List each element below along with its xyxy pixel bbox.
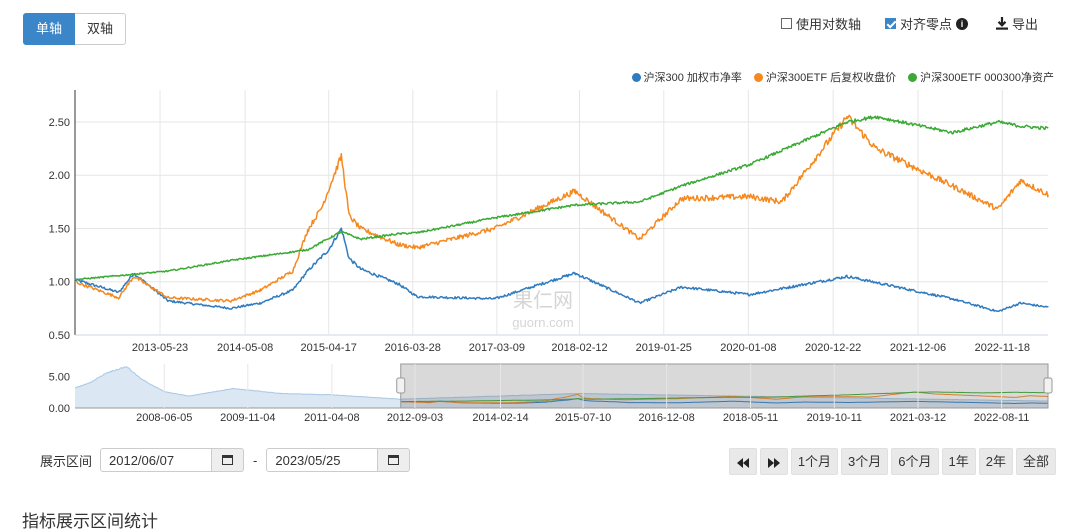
x-tick-label: 2019-01-25 xyxy=(636,342,692,354)
download-icon xyxy=(996,17,1008,30)
axis-toggle-group: 单轴 双轴 xyxy=(23,13,127,45)
x-tick-label: 2018-02-12 xyxy=(551,342,607,354)
navigator-handle[interactable] xyxy=(396,377,406,394)
range-label: 展示区间 xyxy=(40,453,93,469)
navigator-x-tick-label: 2018-05-11 xyxy=(723,412,778,424)
range-separator: - xyxy=(253,452,258,468)
double-left-icon xyxy=(736,457,749,468)
watermark-text: 果仁网 xyxy=(513,289,573,312)
log-axis-option[interactable]: 使用对数轴 xyxy=(781,14,861,33)
range-2-year-button[interactable]: 2年 xyxy=(978,448,1013,475)
x-tick-label: 2014-05-08 xyxy=(217,342,273,354)
x-tick-label: 2017-03-09 xyxy=(469,342,525,354)
x-tick-label: 2022-11-18 xyxy=(975,342,1030,354)
start-calendar-button[interactable] xyxy=(212,448,245,472)
legend-label: 沪深300ETF 000300净资产 xyxy=(920,72,1054,84)
navigator-x-tick-label: 2019-10-11 xyxy=(807,412,862,424)
x-tick-label: 2021-12-06 xyxy=(890,342,946,354)
navigator-y-tick-label: 0.00 xyxy=(49,403,70,415)
y-tick-label: 2.00 xyxy=(49,170,70,182)
x-tick-label: 2015-04-17 xyxy=(301,342,357,354)
navigator-series-line xyxy=(400,391,1048,403)
x-tick-label: 2020-12-22 xyxy=(805,342,861,354)
align-zero-option[interactable]: 对齐零点 i xyxy=(885,14,969,33)
y-tick-label: 1.50 xyxy=(49,223,70,235)
align-zero-checkbox[interactable] xyxy=(885,18,896,29)
x-tick-label: 2013-05-23 xyxy=(132,342,188,354)
legend-item[interactable]: 沪深300 加权市净率 xyxy=(631,69,742,85)
navigator-x-tick-label: 2012-09-03 xyxy=(387,412,443,424)
navigator-area xyxy=(75,366,1048,408)
export-button[interactable]: 导出 xyxy=(996,14,1038,33)
navigator-line xyxy=(74,366,1049,402)
calendar-icon xyxy=(388,455,400,465)
range-1-month-button[interactable]: 1个月 xyxy=(790,448,839,475)
start-date-input[interactable]: 2012/06/07 xyxy=(100,448,213,472)
prev-period-button[interactable] xyxy=(728,448,757,475)
main-line-chart[interactable]: 2013-05-23 2014-05-08 2015-04-17 2016-03-28… xyxy=(0,85,1080,355)
legend-item[interactable]: 沪深300ETF 后复权收盘价 xyxy=(753,69,897,85)
dual-axis-button[interactable]: 双轴 xyxy=(75,13,127,45)
export-label: 导出 xyxy=(1012,17,1039,32)
align-zero-label: 对齐零点 xyxy=(900,17,953,32)
double-right-icon xyxy=(767,457,780,468)
legend-item[interactable]: 沪深300ETF 000300净资产 xyxy=(908,69,1054,85)
single-axis-button[interactable]: 单轴 xyxy=(23,13,76,45)
date-range-row: 展示区间 2012/06/07 - 2023/05/25 xyxy=(40,448,411,472)
range-3-month-button[interactable]: 3个月 xyxy=(841,448,889,475)
legend-label: 沪深300ETF 后复权收盘价 xyxy=(765,72,897,84)
navigator-x-tick-label: 2021-03-12 xyxy=(890,412,946,424)
y-tick-label: 0.50 xyxy=(49,330,70,342)
navigator-x-tick-label: 2016-12-08 xyxy=(639,412,695,424)
navigator-x-tick-label: 2022-08-11 xyxy=(974,412,1029,424)
legend-marker xyxy=(753,72,763,82)
y-tick-label: 1.00 xyxy=(49,277,70,289)
end-calendar-button[interactable] xyxy=(378,448,411,472)
series-line[interactable] xyxy=(74,114,1049,303)
navigator-x-tick-label: 2011-04-08 xyxy=(304,412,359,424)
navigator-selection[interactable] xyxy=(400,363,1049,409)
legend-marker xyxy=(631,72,641,82)
navigator-x-tick-label: 2009-11-04 xyxy=(220,412,275,424)
watermark-url: guorn.com xyxy=(512,315,573,330)
end-date-input[interactable]: 2023/05/25 xyxy=(266,448,379,472)
calendar-icon xyxy=(222,455,234,465)
navigator-series-line xyxy=(400,397,1048,404)
navigator-x-tick-label: 2014-02-14 xyxy=(472,412,528,424)
next-period-button[interactable] xyxy=(759,448,788,475)
watermark: 果仁网 guorn.com xyxy=(512,289,573,330)
log-axis-checkbox[interactable] xyxy=(781,18,792,29)
x-tick-label: 2020-01-08 xyxy=(720,342,776,354)
range-all-button[interactable]: 全部 xyxy=(1015,448,1056,475)
range-6-month-button[interactable]: 6个月 xyxy=(891,448,939,475)
legend-marker xyxy=(908,72,918,82)
y-tick-label: 2.50 xyxy=(49,117,70,129)
x-tick-label: 2016-03-28 xyxy=(385,342,441,354)
navigator-x-tick-label: 2015-07-10 xyxy=(555,412,611,424)
navigator-chart[interactable]: 2008-06-05 2009-11-04 2011-04-08 2012-09-03… xyxy=(0,360,1080,430)
info-icon[interactable]: i xyxy=(956,17,969,30)
navigator-handle[interactable] xyxy=(1043,377,1053,394)
legend-label: 沪深300 加权市净率 xyxy=(643,72,742,84)
series-line[interactable] xyxy=(74,227,1049,313)
series-line[interactable] xyxy=(74,115,1049,281)
navigator-x-tick-label: 2008-06-05 xyxy=(136,412,192,424)
period-nav: 1个月 3个月 6个月 1年 2年 全部 xyxy=(728,448,1056,475)
range-1-year-button[interactable]: 1年 xyxy=(941,448,976,475)
chart-legend: 沪深300 加权市净率 沪深300ETF 后复权收盘价 沪深300ETF 000… xyxy=(631,69,1054,85)
navigator-y-tick-label: 5.00 xyxy=(49,372,70,384)
log-axis-label: 使用对数轴 xyxy=(796,17,862,32)
section-title: 指标展示区间统计 xyxy=(22,512,158,531)
